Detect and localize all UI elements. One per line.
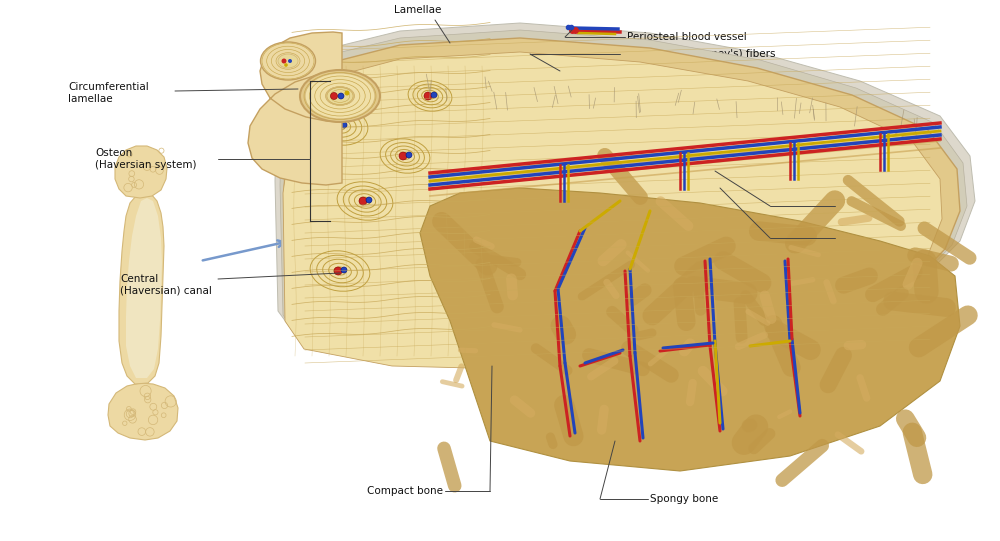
Text: Spongy bone: Spongy bone <box>650 494 718 504</box>
Text: Periosteal blood vessel: Periosteal blood vessel <box>627 32 747 42</box>
Ellipse shape <box>305 73 375 119</box>
Circle shape <box>330 93 338 100</box>
Circle shape <box>282 58 287 63</box>
Ellipse shape <box>326 87 354 105</box>
Text: Circumferential
lamellae: Circumferential lamellae <box>68 82 149 104</box>
Circle shape <box>341 267 347 273</box>
Ellipse shape <box>300 70 380 122</box>
Polygon shape <box>275 23 975 363</box>
Circle shape <box>334 122 342 130</box>
Polygon shape <box>283 52 942 369</box>
Circle shape <box>344 90 350 96</box>
Text: Compact bone: Compact bone <box>367 486 443 496</box>
Polygon shape <box>126 198 162 378</box>
Circle shape <box>284 63 288 67</box>
Polygon shape <box>284 38 960 368</box>
Polygon shape <box>115 146 167 198</box>
Ellipse shape <box>260 42 316 80</box>
Ellipse shape <box>336 268 344 274</box>
Polygon shape <box>248 32 342 185</box>
Circle shape <box>399 152 407 160</box>
Ellipse shape <box>278 54 298 68</box>
Text: Central
(Haversian) canal: Central (Haversian) canal <box>120 274 212 296</box>
Text: Osteon
(Haversian system): Osteon (Haversian system) <box>95 148 196 170</box>
Ellipse shape <box>361 199 369 204</box>
Polygon shape <box>420 188 960 471</box>
Circle shape <box>431 92 437 98</box>
Text: Perforating (Sharpey's) fibers: Perforating (Sharpey's) fibers <box>622 49 776 59</box>
Text: Endosteum lining
bony canals and
covering trabeculae: Endosteum lining bony canals and coverin… <box>837 184 942 217</box>
Text: Perforating
(Volkmann's) canal: Perforating (Volkmann's) canal <box>837 227 936 249</box>
Circle shape <box>341 122 347 128</box>
Polygon shape <box>108 383 178 440</box>
Polygon shape <box>280 30 967 366</box>
Text: Lamellae: Lamellae <box>394 5 442 15</box>
Circle shape <box>288 59 292 63</box>
Ellipse shape <box>402 154 408 159</box>
Circle shape <box>359 197 367 205</box>
Circle shape <box>406 152 412 158</box>
Polygon shape <box>119 193 164 384</box>
Ellipse shape <box>336 123 344 129</box>
Ellipse shape <box>427 94 433 98</box>
Circle shape <box>334 267 342 275</box>
Circle shape <box>366 197 372 203</box>
Circle shape <box>338 93 344 99</box>
Circle shape <box>424 92 432 100</box>
